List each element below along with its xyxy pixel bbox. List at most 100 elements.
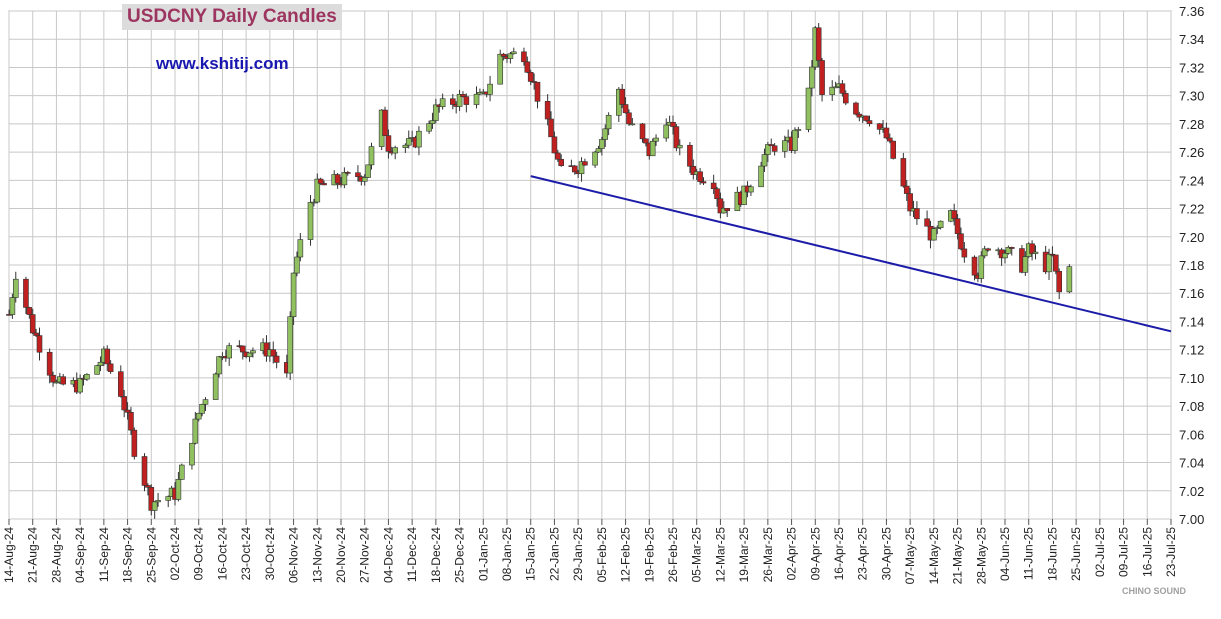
candles-group bbox=[6, 23, 1073, 519]
candle-body bbox=[270, 349, 277, 357]
candle-body bbox=[809, 66, 815, 89]
candle-body bbox=[53, 381, 60, 384]
y-tick-label: 7.30 bbox=[1179, 89, 1204, 104]
candle-body bbox=[582, 161, 588, 166]
candle-body bbox=[853, 102, 859, 115]
candle-body bbox=[842, 93, 849, 104]
x-tick-label: 18-Jun-25 bbox=[1045, 527, 1059, 581]
candle-body bbox=[673, 126, 680, 149]
y-tick-label: 7.02 bbox=[1179, 484, 1204, 499]
x-tick-label: 02-Oct-24 bbox=[168, 527, 182, 581]
candle-body bbox=[216, 356, 222, 375]
candle-body bbox=[741, 185, 747, 205]
x-tick-label: 14-Aug-24 bbox=[2, 527, 16, 583]
candle-body bbox=[12, 278, 19, 298]
candle-body bbox=[1066, 266, 1073, 293]
candle-body bbox=[629, 123, 636, 126]
candle-body bbox=[534, 81, 541, 102]
candle-body bbox=[175, 479, 182, 500]
candle-body bbox=[392, 147, 399, 154]
candle-body bbox=[697, 171, 703, 182]
candle-body bbox=[978, 255, 985, 279]
x-tick-label: 27-Nov-24 bbox=[358, 527, 372, 583]
candle-body bbox=[717, 198, 724, 214]
candle-body bbox=[758, 165, 764, 188]
candle-body bbox=[9, 297, 16, 315]
candle-body bbox=[710, 182, 717, 190]
candle-body bbox=[239, 345, 246, 353]
candle-body bbox=[900, 158, 907, 187]
candle-body bbox=[361, 177, 368, 182]
y-tick-label: 7.12 bbox=[1179, 343, 1204, 358]
candle-body bbox=[649, 140, 656, 157]
x-tick-label: 25-Dec-24 bbox=[453, 527, 467, 583]
candle-body bbox=[883, 127, 890, 139]
candle-body bbox=[829, 86, 836, 95]
candle-body bbox=[771, 145, 778, 152]
candle-body bbox=[429, 120, 436, 124]
x-tick-label: 09-Apr-25 bbox=[808, 527, 822, 581]
candle-body bbox=[416, 130, 422, 148]
x-tick-label: 20-Nov-24 bbox=[334, 527, 348, 583]
x-tick-label: 28-Aug-24 bbox=[49, 527, 63, 583]
candle-body bbox=[1005, 247, 1012, 254]
candle-body bbox=[104, 348, 111, 365]
candle-body bbox=[663, 124, 670, 139]
candle-body bbox=[551, 136, 558, 154]
candle-body bbox=[890, 140, 897, 159]
x-tick-label: 14-May-25 bbox=[927, 527, 941, 585]
candle-body bbox=[792, 129, 798, 151]
x-tick-label: 02-Apr-25 bbox=[785, 527, 799, 581]
y-tick-label: 7.36 bbox=[1179, 4, 1204, 19]
candle-body bbox=[23, 278, 29, 308]
candle-body bbox=[931, 228, 937, 241]
candle-body bbox=[971, 256, 978, 276]
x-tick-label: 01-Jan-25 bbox=[476, 527, 490, 581]
candle-body bbox=[954, 218, 961, 235]
candle-body bbox=[1046, 253, 1052, 273]
candle-body bbox=[676, 144, 683, 149]
candle-body bbox=[26, 307, 33, 315]
candle-body bbox=[639, 123, 646, 140]
candle-body bbox=[832, 86, 839, 89]
trendline bbox=[530, 175, 1172, 333]
candle-body bbox=[714, 188, 720, 200]
x-tick-label: 19-Feb-25 bbox=[642, 527, 656, 583]
x-tick-label: 19-Mar-25 bbox=[737, 527, 751, 583]
candle-body bbox=[839, 83, 846, 94]
candle-body bbox=[189, 442, 195, 466]
y-tick-label: 7.22 bbox=[1179, 202, 1204, 217]
y-tick-label: 7.08 bbox=[1179, 399, 1204, 414]
candle-body bbox=[60, 376, 67, 385]
candle-body bbox=[405, 138, 412, 146]
x-tick-label: 09-Jul-25 bbox=[1117, 527, 1131, 577]
candle-body bbox=[473, 93, 480, 105]
candle-body bbox=[643, 138, 649, 144]
candle-body bbox=[602, 128, 609, 140]
y-tick-label: 7.34 bbox=[1179, 32, 1204, 47]
candle-body bbox=[141, 456, 148, 486]
y-tick-label: 7.14 bbox=[1179, 314, 1204, 329]
candle-body bbox=[856, 113, 863, 118]
candle-body bbox=[365, 164, 371, 178]
y-tick-label: 7.24 bbox=[1179, 173, 1204, 188]
candle-body bbox=[341, 172, 348, 186]
candle-body bbox=[507, 53, 514, 59]
x-tick-label: 26-Feb-25 bbox=[666, 527, 680, 583]
x-tick-label: 23-Apr-25 bbox=[856, 527, 870, 581]
candle-body bbox=[314, 178, 321, 203]
x-tick-label: 02-Jul-25 bbox=[1093, 527, 1107, 577]
y-tick-label: 7.32 bbox=[1179, 60, 1204, 75]
x-tick-label: 15-Jan-25 bbox=[524, 527, 538, 581]
candle-body bbox=[33, 332, 39, 336]
candle-body bbox=[687, 144, 693, 167]
x-tick-label: 23-Oct-24 bbox=[239, 527, 253, 581]
candle-body bbox=[460, 94, 466, 97]
candle-body bbox=[781, 140, 788, 152]
y-tick-label: 7.00 bbox=[1179, 512, 1204, 527]
x-tick-label: 11-Sep-24 bbox=[97, 527, 111, 582]
x-tick-label: 18-Dec-24 bbox=[429, 527, 443, 583]
candle-body bbox=[700, 181, 707, 184]
candle-body bbox=[887, 137, 893, 142]
candle-body bbox=[439, 98, 446, 108]
